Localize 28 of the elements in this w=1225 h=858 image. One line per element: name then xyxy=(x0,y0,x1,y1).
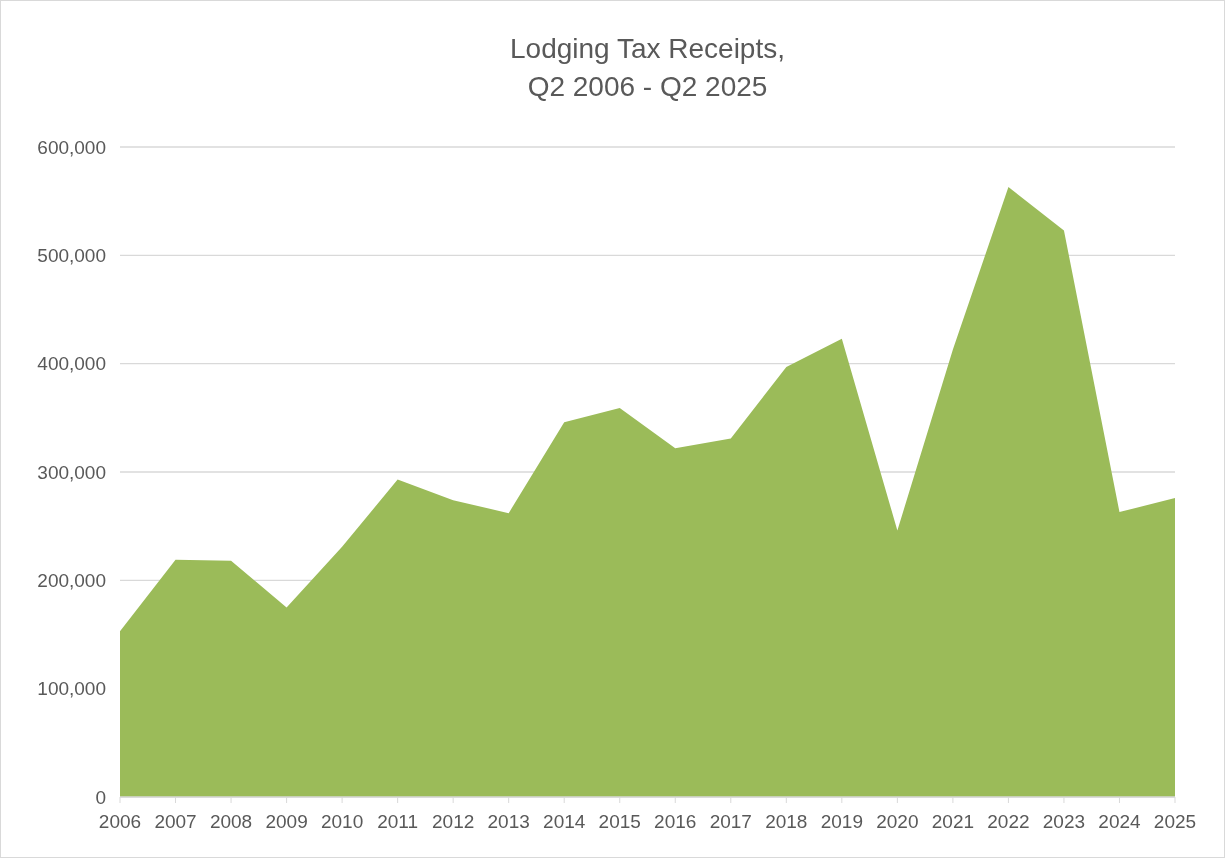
x-tick-label: 2016 xyxy=(654,811,697,832)
x-tick-label: 2013 xyxy=(487,811,530,832)
x-tick-label: 2025 xyxy=(1153,811,1197,832)
x-tick-label: 2022 xyxy=(987,811,1030,832)
x-tick-label: 2019 xyxy=(820,811,863,832)
x-tick-label: 2018 xyxy=(765,811,808,832)
x-tick-label: 2014 xyxy=(543,811,586,832)
y-tick-label: 200,000 xyxy=(37,569,106,591)
x-tick-label: 2006 xyxy=(98,811,142,832)
y-tick-label: 300,000 xyxy=(37,461,106,483)
x-tick-label: 2010 xyxy=(320,811,364,832)
x-tick-label: 2020 xyxy=(876,811,919,832)
x-tick-label: 2012 xyxy=(432,811,475,832)
x-tick-label: 2007 xyxy=(154,811,197,832)
chart-title: Lodging Tax Receipts, Q2 2006 - Q2 2025 xyxy=(510,33,785,102)
y-tick-label: 100,000 xyxy=(37,678,106,700)
y-tick-label: 0 xyxy=(95,786,106,808)
x-tick-label: 2024 xyxy=(1098,811,1142,832)
x-tick-label: 2015 xyxy=(598,811,641,832)
y-tick-label: 400,000 xyxy=(37,353,106,375)
x-tick-label: 2011 xyxy=(377,811,419,832)
y-tick-label: 600,000 xyxy=(37,136,106,158)
x-tick-label: 2023 xyxy=(1042,811,1086,832)
x-tick-label: 2021 xyxy=(931,811,975,832)
x-tick-label: 2009 xyxy=(265,811,308,832)
x-tick-label: 2008 xyxy=(209,811,253,832)
y-tick-label: 500,000 xyxy=(37,244,106,266)
x-tick-label: 2017 xyxy=(709,811,752,832)
